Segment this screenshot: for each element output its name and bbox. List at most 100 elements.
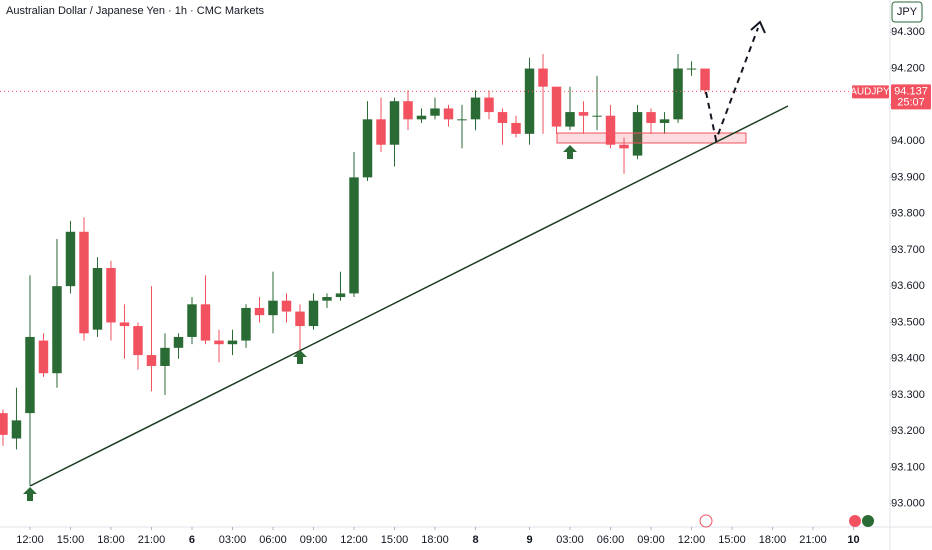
candle-body <box>416 115 427 120</box>
candle-body <box>173 336 184 348</box>
candle-body <box>187 304 197 337</box>
y-tick-label: 94.300 <box>891 26 925 38</box>
candle-body <box>160 347 170 366</box>
y-tick-label: 94.000 <box>891 135 925 147</box>
x-tick-label: 06:00 <box>597 534 625 546</box>
event-icon[interactable] <box>862 515 874 527</box>
candle-body <box>25 336 35 414</box>
x-tick-label: 15:00 <box>718 534 746 546</box>
candle-body <box>511 122 521 134</box>
event-icon[interactable] <box>699 514 713 528</box>
candle-body <box>430 108 440 116</box>
x-tick-label: 15:00 <box>57 534 85 546</box>
candle-body <box>281 300 292 312</box>
up-arrow <box>293 350 307 364</box>
x-tick-label: 03:00 <box>556 534 584 546</box>
x-tick-label: 18:00 <box>759 534 787 546</box>
x-tick-label: 15:00 <box>381 534 409 546</box>
candle-body <box>79 231 89 334</box>
y-tick-label: 93.000 <box>891 498 925 510</box>
candle-body <box>565 112 575 127</box>
y-tick-label: 93.400 <box>891 353 925 365</box>
x-tick-label: 18:00 <box>421 534 449 546</box>
candle-body <box>362 119 373 178</box>
candle-body <box>551 86 562 127</box>
candle-body <box>578 112 589 116</box>
candle-body <box>254 307 265 316</box>
countdown-label: 25:07 <box>897 96 925 108</box>
x-tick-label: 21:00 <box>138 534 166 546</box>
candle-body <box>457 119 467 121</box>
up-arrow <box>23 487 37 501</box>
candle-body <box>538 68 548 87</box>
currency-label[interactable]: JPY <box>897 6 918 18</box>
x-tick-label: 10 <box>847 534 859 546</box>
candle-body <box>146 355 157 366</box>
candle-body <box>227 340 238 345</box>
symbol-tag <box>852 85 889 99</box>
x-tick-label: 12:00 <box>340 534 368 546</box>
x-tick-label: 21:00 <box>799 534 827 546</box>
projection-arrowhead <box>750 20 766 34</box>
currency-button[interactable] <box>891 1 923 23</box>
candle-body <box>106 268 116 323</box>
symbol-label: AUDJPY <box>850 87 890 98</box>
candle-body <box>605 115 616 145</box>
x-tick-label: 12:00 <box>16 534 44 546</box>
candle-body <box>322 297 332 301</box>
candle-body <box>200 304 211 341</box>
candle-body <box>619 144 629 149</box>
candle-body <box>241 307 251 341</box>
candle-body <box>673 68 683 120</box>
x-tick-label: 12:00 <box>678 534 706 546</box>
candle-body <box>214 340 224 345</box>
candle-body <box>52 286 62 374</box>
candle-body <box>686 68 697 70</box>
candle-body <box>65 231 76 287</box>
y-tick-label: 93.700 <box>891 244 925 256</box>
candle-body <box>308 300 319 327</box>
candle-body <box>659 119 670 123</box>
candle-body <box>295 311 305 327</box>
y-tick-label: 93.800 <box>891 208 925 220</box>
y-tick-label: 93.200 <box>891 425 925 437</box>
support-zone <box>556 132 747 144</box>
candle-body <box>646 112 656 123</box>
candle-body <box>484 97 494 113</box>
candle-body <box>524 68 535 134</box>
candle-body <box>335 293 346 298</box>
candle-body <box>38 340 49 374</box>
x-tick-label: 8 <box>472 534 478 546</box>
y-tick-label: 93.300 <box>891 389 925 401</box>
up-arrow <box>563 145 577 159</box>
event-icon[interactable] <box>849 515 861 527</box>
x-tick-label: 18:00 <box>97 534 125 546</box>
x-tick-label: 03:00 <box>219 534 247 546</box>
candle-body <box>349 177 359 294</box>
y-tick-label: 93.900 <box>891 171 925 183</box>
projection-path <box>705 27 759 144</box>
candle-body <box>11 420 22 439</box>
x-tick-label: 9 <box>526 534 532 546</box>
y-tick-label: 93.600 <box>891 280 925 292</box>
candle-body <box>92 268 103 330</box>
candle-body <box>592 115 602 117</box>
trendline <box>29 105 789 487</box>
candle-body <box>376 119 386 145</box>
candle-body <box>403 101 413 120</box>
x-tick-label: 06:00 <box>259 534 287 546</box>
price-label: 94.137 <box>894 85 928 97</box>
candle-body <box>133 326 143 356</box>
candle-body <box>119 322 130 327</box>
x-tick-label: 09:00 <box>300 534 328 546</box>
x-tick-label: 6 <box>189 534 195 546</box>
chart-title: Australian Dollar / Japanese Yen · 1h · … <box>6 5 265 17</box>
y-tick-label: 94.200 <box>891 62 925 74</box>
candle-body <box>700 68 710 91</box>
price-tag <box>891 84 931 110</box>
drawings <box>23 20 874 528</box>
x-tick-label: 09:00 <box>637 534 665 546</box>
candle-body <box>443 108 454 120</box>
